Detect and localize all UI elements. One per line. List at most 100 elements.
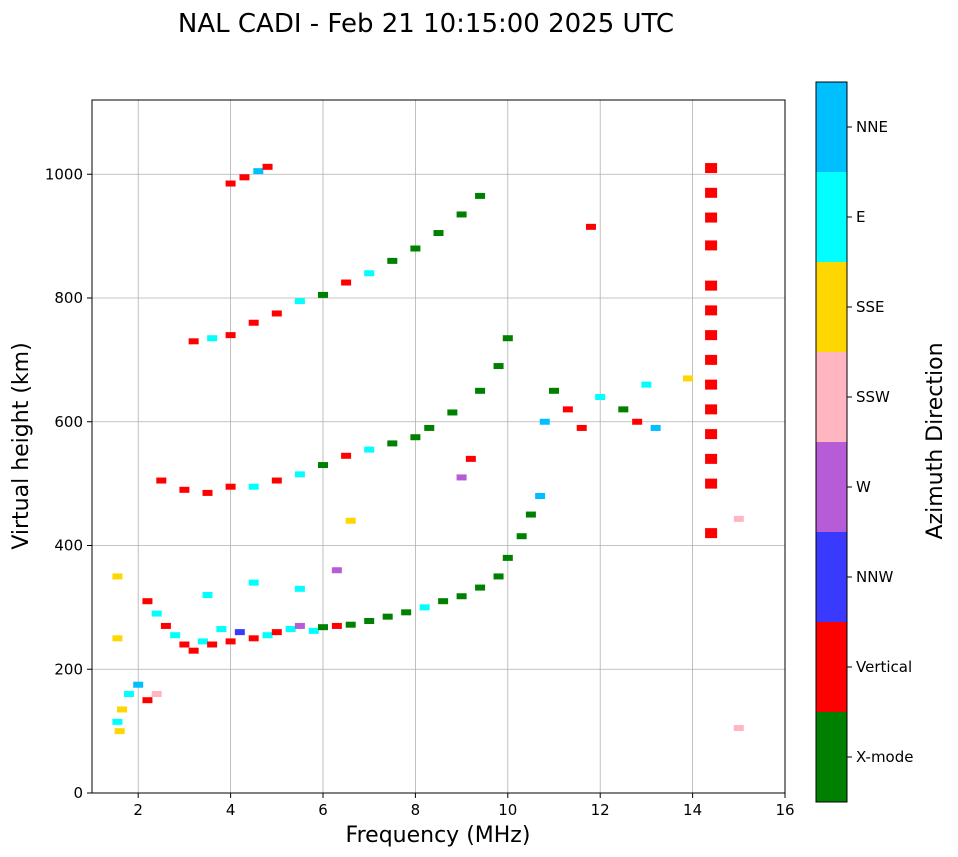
data-point [475,584,486,591]
colorbar-tick-label: E [856,208,865,226]
data-point [262,632,273,639]
y-tick-label: 200 [54,660,83,678]
data-point [225,638,236,645]
x-tick-label: 2 [133,801,143,819]
data-point [364,446,375,453]
y-tick-label: 400 [54,537,83,555]
data-point [424,424,435,431]
data-point [142,598,153,605]
plot-frame [91,99,786,794]
data-point [733,725,744,732]
colorbar-tick-label: W [856,478,871,496]
data-point [345,621,356,628]
data-point [705,354,718,365]
data-point [641,381,652,388]
data-point [225,332,236,339]
y-tick-label: 1000 [45,165,83,183]
colorbar-tick-label: SSW [856,388,890,406]
data-point [248,635,259,642]
x-tick-label: 4 [226,801,236,819]
x-tick-label: 8 [411,801,421,819]
data-point [733,515,744,522]
data-point [705,163,718,174]
data-point [502,554,513,561]
data-point [387,257,398,264]
y-tick-label: 800 [54,289,83,307]
data-point [156,477,167,484]
data-point [202,592,213,598]
data-point [705,305,718,316]
data-point [142,697,153,704]
colorbar-label: Azimuth Direction [923,342,948,539]
data-point [318,624,328,631]
data-point [705,379,718,390]
data-point [493,363,504,370]
data-point [632,418,643,425]
data-point [456,211,467,218]
data-point [705,404,718,415]
colorbar-frame [815,81,848,803]
colorbar: X-mode Vertical NNW W SSW SSE E NNE [815,81,913,803]
colorbar-tick-label: NNE [856,118,888,136]
data-point [618,406,629,413]
data-point [234,629,245,636]
data-point [331,622,342,629]
data-point [585,223,596,230]
data-point [294,585,305,592]
data-point [262,163,273,170]
colorbar-tick-label: NNW [856,568,893,586]
data-point [112,635,123,642]
data-point [179,641,190,648]
x-tick-label: 16 [775,801,794,819]
data-point [160,622,171,629]
colorbar-swatch [816,82,847,172]
data-point [650,424,661,431]
data-point [112,573,123,580]
data-point [525,511,536,518]
data-point [401,609,412,616]
data-point [502,335,513,342]
data-point [705,280,718,291]
data-point [318,462,328,469]
x-tick-label: 6 [318,801,328,819]
data-point [216,626,227,633]
data-point [207,335,218,342]
colorbar-tick-label: SSE [856,298,885,316]
colorbar-swatch [816,532,847,622]
data-point [294,298,305,305]
data-point [248,483,259,490]
colorbar-tick-label: X-mode [856,748,913,766]
y-tick-label: 0 [73,784,83,802]
data-point [271,477,282,484]
data-point [456,593,467,600]
data-point [197,638,208,645]
y-axis-label: Virtual height (km) [9,342,34,549]
data-point [117,706,128,713]
data-point [433,230,444,237]
data-point [576,424,587,431]
data-point [493,573,504,580]
data-point [253,168,264,175]
data-point [364,270,375,277]
data-point [179,486,190,493]
data-point [112,718,123,725]
colorbar-tick-label: Vertical [856,658,912,676]
x-tick-label: 14 [683,801,702,819]
data-point [595,394,606,400]
data-point [271,629,282,636]
data-point [331,567,342,574]
data-point [419,604,430,611]
data-point [549,387,559,394]
data-point [410,245,421,252]
data-point [475,192,486,199]
data-point [133,681,144,688]
data-point [387,440,398,447]
colorbar-swatch [816,442,847,532]
data-point [456,474,467,481]
data-point [318,291,328,298]
data-point [188,338,199,345]
data-point [410,434,421,441]
data-point [447,409,458,416]
data-point [285,626,296,633]
